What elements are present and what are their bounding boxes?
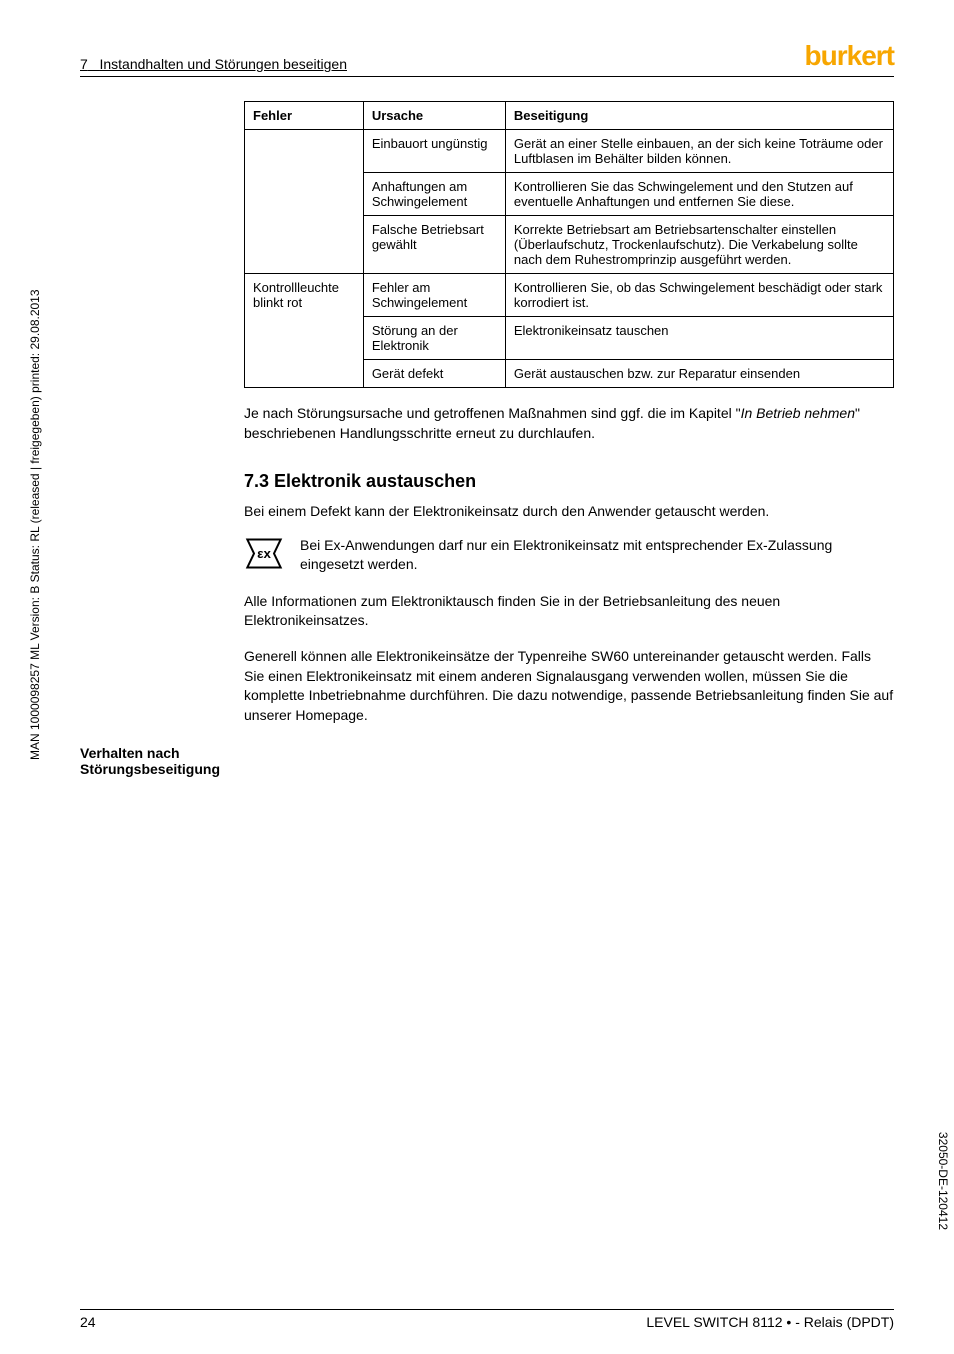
cell-beseitigung: Gerät austauschen bzw. zur Reparatur ein…	[505, 360, 893, 388]
cell-beseitigung: Elektronikeinsatz tauschen	[505, 317, 893, 360]
cell-beseitigung: Kontrollieren Sie, ob das Schwingelement…	[505, 274, 893, 317]
ex-warning-row: εx Bei Ex-Anwendungen darf nur ein Elekt…	[244, 536, 894, 576]
cell-ursache: Einbauort ungünstig	[363, 130, 505, 173]
after-fix-paragraph: Je nach Störungsursache und getroffenen …	[244, 404, 894, 443]
side-label: Verhalten nach Störungsbeseitigung	[80, 745, 220, 777]
section-number: 7	[80, 56, 88, 72]
table-header-row: Fehler Ursache Beseitigung	[245, 102, 894, 130]
cell-ursache: Störung an der Elektronik	[363, 317, 505, 360]
cell-beseitigung: Korrekte Betriebsart am Betriebsartensch…	[505, 216, 893, 274]
troubleshooting-table: Fehler Ursache Beseitigung Einbauort ung…	[244, 101, 894, 388]
header-section: 7 Instandhalten und Störungen beseitigen	[80, 56, 347, 72]
svg-text:εx: εx	[257, 546, 271, 561]
right-margin-text: 32050-DE-120412	[936, 1132, 950, 1230]
cell-fehler	[245, 130, 364, 274]
ex-warning-text: Bei Ex-Anwendungen darf nur ein Elektron…	[300, 536, 894, 575]
section-title: Instandhalten und Störungen beseitigen	[99, 56, 347, 72]
cell-beseitigung: Gerät an einer Stelle einbauen, an der s…	[505, 130, 893, 173]
brand-logo: burkert	[805, 40, 894, 72]
cell-ursache: Anhaftungen am Schwingelement	[363, 173, 505, 216]
page-footer: 24 LEVEL SWITCH 8112 • - Relais (DPDT)	[80, 1309, 894, 1330]
text: Je nach Störungsursache und getroffenen …	[244, 405, 741, 421]
ex-hazard-icon: εx	[244, 536, 284, 576]
table-row: Einbauort ungünstig Gerät an einer Stell…	[245, 130, 894, 173]
text-emphasis: In Betrieb nehmen	[741, 405, 855, 421]
left-margin-text: MAN 1000098257 ML Version: B Status: RL …	[28, 289, 42, 760]
cell-ursache: Fehler am Schwingelement	[363, 274, 505, 317]
table-row: Kontrollleuchte blinkt rot Fehler am Sch…	[245, 274, 894, 317]
body-paragraph: Alle Informationen zum Elektroniktausch …	[244, 592, 894, 631]
product-name: LEVEL SWITCH 8112 • - Relais (DPDT)	[646, 1314, 894, 1330]
page-header: 7 Instandhalten und Störungen beseitigen…	[80, 40, 894, 77]
body-paragraph: Generell können alle Elektronikeinsätze …	[244, 647, 894, 725]
section-heading: 7.3 Elektronik austauschen	[244, 471, 894, 492]
col-header-fehler: Fehler	[245, 102, 364, 130]
cell-fehler: Kontrollleuchte blinkt rot	[245, 274, 364, 388]
cell-ursache: Falsche Betriebsart gewählt	[363, 216, 505, 274]
body-paragraph: Bei einem Defekt kann der Elektronikeins…	[244, 502, 894, 522]
page-number: 24	[80, 1314, 96, 1330]
col-header-beseitigung: Beseitigung	[505, 102, 893, 130]
cell-beseitigung: Kontrollieren Sie das Schwingelement und…	[505, 173, 893, 216]
col-header-ursache: Ursache	[363, 102, 505, 130]
cell-ursache: Gerät defekt	[363, 360, 505, 388]
